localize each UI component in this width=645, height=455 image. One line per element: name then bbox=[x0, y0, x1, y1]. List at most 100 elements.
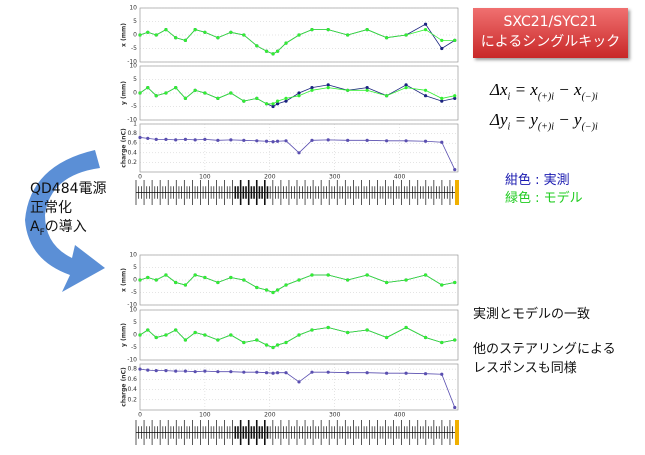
data-point bbox=[404, 139, 407, 142]
data-point bbox=[242, 139, 245, 142]
x-tick-label: 400 bbox=[394, 412, 406, 419]
data-point bbox=[216, 139, 219, 142]
plot-frame bbox=[140, 124, 458, 172]
data-point bbox=[138, 136, 141, 139]
data-point bbox=[255, 139, 258, 142]
data-point bbox=[297, 278, 300, 281]
data-point bbox=[297, 333, 300, 336]
x-tick-label: 200 bbox=[264, 412, 276, 419]
data-point bbox=[424, 23, 427, 26]
data-point bbox=[203, 138, 206, 141]
data-point bbox=[194, 331, 197, 334]
y-axis-label: x (mm) bbox=[121, 23, 128, 47]
y-tick-label: 5 bbox=[133, 264, 137, 271]
data-point bbox=[164, 273, 167, 276]
data-point bbox=[424, 273, 427, 276]
y-tick-label: -5 bbox=[131, 45, 137, 52]
data-point bbox=[440, 141, 443, 144]
data-point bbox=[138, 278, 141, 281]
y-tick-label: 0.8 bbox=[127, 366, 137, 373]
note: レスポンスも同様 bbox=[473, 359, 616, 378]
y-tick-label: -5 bbox=[131, 103, 137, 110]
x-tick-label: 300 bbox=[329, 174, 341, 181]
data-point bbox=[255, 286, 258, 289]
data-point bbox=[346, 371, 349, 374]
data-point bbox=[276, 343, 279, 346]
formula-part: x bbox=[530, 80, 538, 99]
data-point bbox=[271, 372, 274, 375]
data-point bbox=[146, 31, 149, 34]
data-point bbox=[255, 97, 258, 100]
data-point bbox=[265, 102, 268, 105]
data-point bbox=[366, 273, 369, 276]
kick-line: SXC21/SYC21 bbox=[473, 12, 628, 32]
formula-part: = bbox=[510, 110, 530, 129]
arrow-line: QD484電源 bbox=[30, 180, 107, 199]
data-point bbox=[194, 138, 197, 141]
data-point bbox=[385, 281, 388, 284]
data-point bbox=[229, 138, 232, 141]
arrow-text-part: A bbox=[30, 219, 40, 235]
formula-part: − bbox=[554, 80, 574, 99]
data-point bbox=[271, 291, 274, 294]
data-point bbox=[284, 371, 287, 374]
data-point bbox=[203, 91, 206, 94]
arrow-text-part: の導入 bbox=[45, 219, 87, 235]
lattice-end bbox=[455, 420, 459, 445]
data-point bbox=[146, 137, 149, 140]
data-point bbox=[453, 94, 456, 97]
data-point bbox=[242, 278, 245, 281]
data-point bbox=[440, 283, 443, 286]
data-point bbox=[242, 341, 245, 344]
data-point bbox=[424, 89, 427, 92]
data-point bbox=[155, 278, 158, 281]
data-point bbox=[424, 94, 427, 97]
data-point bbox=[229, 31, 232, 34]
data-point bbox=[310, 328, 313, 331]
formula-sub: (+)i bbox=[538, 91, 554, 102]
y-axis-label: y (mm) bbox=[121, 323, 128, 347]
data-point bbox=[255, 44, 258, 47]
data-point bbox=[265, 50, 268, 53]
data-point bbox=[453, 39, 456, 42]
data-point bbox=[203, 31, 206, 34]
data-point bbox=[327, 326, 330, 329]
x-tick-label: 400 bbox=[394, 174, 406, 181]
x-tick-label: 0 bbox=[138, 412, 142, 419]
data-point bbox=[242, 371, 245, 374]
data-point bbox=[203, 370, 206, 373]
data-point bbox=[276, 371, 279, 374]
data-point bbox=[164, 28, 167, 31]
lattice-end bbox=[455, 180, 459, 205]
note: 実測とモデルの一致 bbox=[473, 305, 616, 324]
data-point bbox=[327, 371, 330, 374]
data-point bbox=[310, 89, 313, 92]
data-point bbox=[404, 33, 407, 36]
data-point bbox=[284, 42, 287, 45]
data-point bbox=[366, 89, 369, 92]
kick-line: によるシングルキック bbox=[473, 32, 628, 52]
data-point bbox=[284, 97, 287, 100]
data-point bbox=[255, 371, 258, 374]
data-point bbox=[346, 331, 349, 334]
y-axis-label: x (mm) bbox=[121, 268, 128, 292]
data-point bbox=[440, 47, 443, 50]
formula-part: Δx bbox=[490, 80, 508, 99]
data-point bbox=[265, 343, 268, 346]
data-point bbox=[271, 346, 274, 349]
data-point bbox=[346, 33, 349, 36]
y-tick-label: 0.4 bbox=[127, 386, 137, 393]
legend-entry: 緑色 : モデル bbox=[505, 190, 583, 208]
data-point bbox=[174, 36, 177, 39]
arrow-line: 正常化 bbox=[30, 199, 107, 218]
y-tick-label: 5 bbox=[133, 319, 137, 326]
data-point bbox=[385, 372, 388, 375]
data-point bbox=[265, 288, 268, 291]
data-point bbox=[155, 94, 158, 97]
data-point bbox=[184, 338, 187, 341]
data-point bbox=[424, 336, 427, 339]
y-tick-label: 0.6 bbox=[127, 140, 137, 147]
y-tick-label: 10 bbox=[129, 307, 137, 314]
data-point bbox=[174, 328, 177, 331]
data-point bbox=[242, 100, 245, 103]
